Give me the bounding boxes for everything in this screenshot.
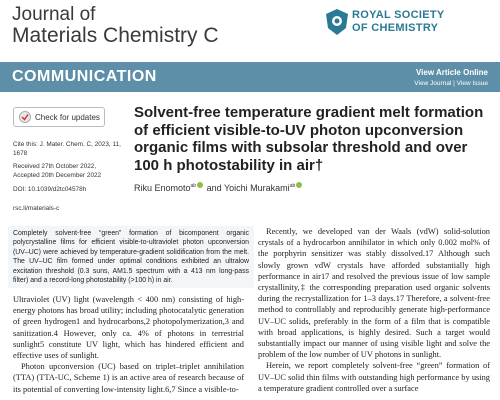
body-column-right: Recently, we developed van der Waals (vd… <box>258 226 490 394</box>
section-banner: COMMUNICATION View Article Online View J… <box>0 62 500 92</box>
author-name: Riku Enomoto <box>134 183 191 193</box>
check-icon <box>19 111 31 123</box>
check-updates-button[interactable]: Check for updates <box>13 107 105 127</box>
orcid-icon[interactable] <box>197 182 204 188</box>
view-online-link[interactable]: View Article Online <box>415 68 488 77</box>
body-paragraph: Photon upconversion (UC) based on triple… <box>13 362 244 394</box>
body-paragraph: Herein, we report completely solvent-fre… <box>258 361 490 393</box>
section-label: COMMUNICATION <box>12 68 157 85</box>
publisher-logo <box>326 9 348 35</box>
article-title: Solvent-free temperature gradient melt f… <box>134 104 484 174</box>
author-join: and <box>206 183 222 193</box>
orcid-icon[interactable] <box>296 182 303 188</box>
journal-name: Materials Chemistry C <box>12 24 219 47</box>
received-date: Received 27th October 2022, <box>13 163 97 170</box>
body-column-left: Ultraviolet (UV) light (wavelength < 400… <box>13 294 244 395</box>
doi: DOI: 10.1039/d2tc04578h <box>13 186 87 193</box>
author-list: Riku Enomotoab and Yoichi Murakamiab <box>134 182 303 193</box>
view-journal-links[interactable]: View Journal | View Issue <box>414 80 488 87</box>
accepted-date: Accepted 20th December 2022 <box>13 171 102 179</box>
abstract: Completely solvent-free “green” formatio… <box>8 226 254 289</box>
publisher-name: OF CHEMISTRY <box>352 22 439 34</box>
body-paragraph: Recently, we developed van der Waals (vd… <box>258 227 490 360</box>
author-affiliation: ab <box>289 183 296 189</box>
body-paragraph: Ultraviolet (UV) light (wavelength < 400… <box>13 295 244 361</box>
author-name: Yoichi Murakami <box>223 183 290 193</box>
journal-name: Journal of <box>12 4 96 25</box>
citation: Cite this: J. Mater. Chem. C, 2023, 11, … <box>13 141 121 157</box>
check-updates-label: Check for updates <box>35 113 100 122</box>
author-affiliation: ab <box>190 183 197 189</box>
publisher-name: ROYAL SOCIETY <box>352 9 445 21</box>
article-url[interactable]: rsc.li/materials-c <box>13 205 60 212</box>
